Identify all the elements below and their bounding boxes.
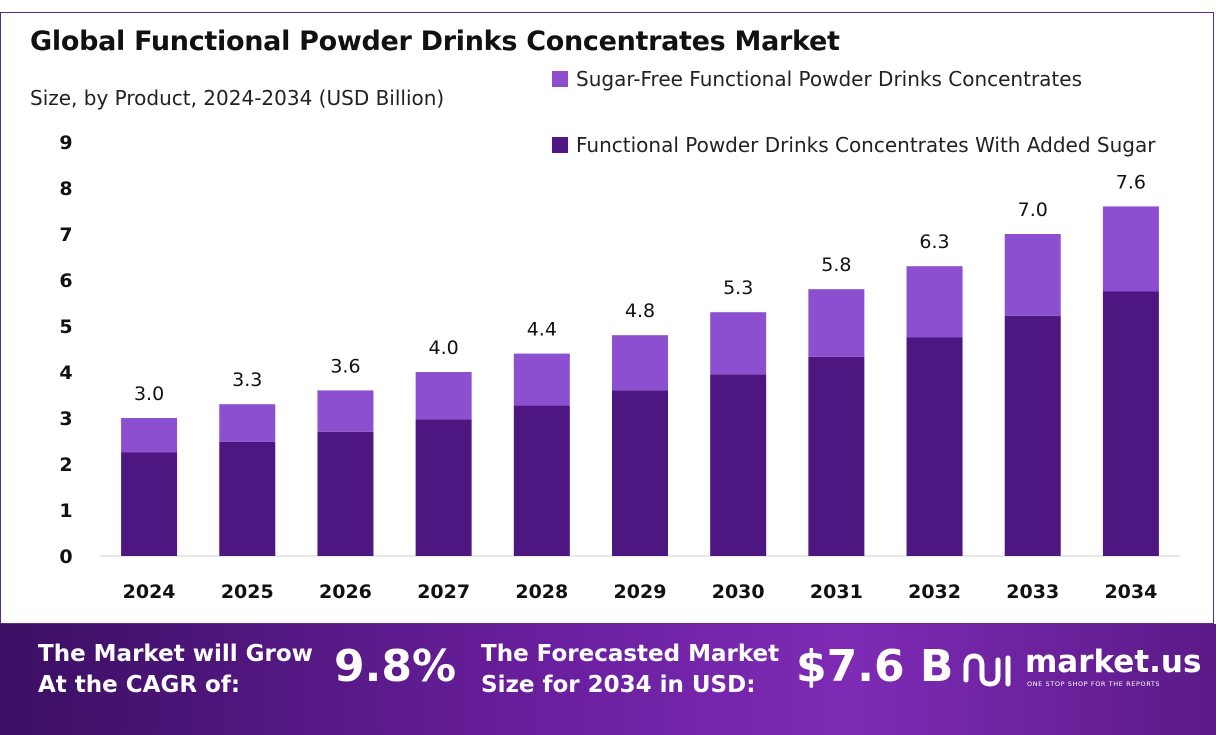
cagr-text-line2: At the CAGR of: [38,672,241,698]
bar-added-sugar [808,356,865,556]
x-axis: 2024 2025 2026 2027 2028 2029 2030 2031 2032 2033… [123,581,1158,603]
y-tick-label: 0 [59,546,72,568]
bar-total-label: 3.3 [232,369,262,391]
bar-total-label: 3.0 [134,383,164,405]
legend-swatch-sugar-free [552,71,568,87]
chart-title: Global Functional Powder Drinks Concentr… [30,26,840,57]
bar-sugar-free [415,372,472,420]
bar-chart: 0 1 2 3 4 5 6 7 8 9 3.0 3.3 3.6 4.0 4.4 4.8 5.3 5.8 6.3 7.… [59,132,1180,603]
legend-label-added-sugar: Functional Powder Drinks Concentrates Wi… [576,133,1156,157]
y-tick-label: 5 [59,316,72,338]
chart-subtitle: Size, by Product, 2024-2034 (USD Billion… [30,86,445,110]
bar-total-label: 7.6 [1116,171,1146,193]
forecast-value: $7.6 B [796,641,954,692]
forecast-text-line2: Size for 2034 in USD: [481,672,756,698]
brand-tagline: ONE STOP SHOP FOR THE REPORTS [1027,680,1161,688]
bar-total-label: 5.3 [723,277,753,299]
x-tick-label: 2029 [614,581,667,603]
y-tick-label: 3 [59,408,72,430]
bar-sugar-free [513,353,570,406]
bar-added-sugar [1102,291,1159,556]
bar-sugar-free [808,289,865,357]
legend-label-sugar-free: Sugar-Free Functional Powder Drinks Conc… [576,67,1082,91]
x-tick-label: 2027 [417,581,470,603]
bar-total-label: 6.3 [919,231,949,253]
bar-sugar-free [1004,234,1061,316]
bar-added-sugar [513,405,570,556]
brand-name: market.us [1025,644,1202,680]
bar-added-sugar [612,390,668,556]
x-tick-label: 2034 [1104,581,1157,603]
bar-added-sugar [219,441,276,556]
y-tick-label: 6 [59,270,72,292]
x-tick-label: 2026 [319,581,372,603]
bar-sugar-free [121,418,178,453]
bar-sugar-free [612,335,668,391]
bar-sugar-free [317,390,374,432]
cagr-text-line1: The Market will Grow [38,641,313,667]
legend-item-added-sugar: Functional Powder Drinks Concentrates Wi… [552,128,1192,162]
market-us-logo-icon [963,653,1011,687]
bar-sugar-free [1102,206,1159,292]
bar-added-sugar [415,419,472,556]
bar-total-label: 3.6 [330,355,360,377]
bar-total-label: 7.0 [1018,199,1048,221]
x-tick-label: 2031 [810,581,863,603]
bar-added-sugar [710,374,767,556]
y-axis: 0 1 2 3 4 5 6 7 8 9 [59,132,72,568]
x-tick-label: 2025 [221,581,274,603]
cagr-value: 9.8% [334,641,457,692]
x-tick-label: 2024 [123,581,176,603]
y-tick-label: 1 [59,500,72,522]
legend-swatch-added-sugar [552,137,568,153]
summary-banner [0,624,1216,735]
bar-added-sugar [317,431,374,556]
bar-added-sugar [121,452,178,556]
bar-sugar-free [219,404,276,442]
y-tick-label: 9 [59,132,72,154]
bar-added-sugar [906,337,963,556]
x-tick-label: 2033 [1006,581,1059,603]
chart-legend: Sugar-Free Functional Powder Drinks Conc… [552,62,1192,162]
legend-item-sugar-free: Sugar-Free Functional Powder Drinks Conc… [552,62,1192,96]
x-tick-label: 2030 [712,581,765,603]
bar-group: 3.0 3.3 3.6 4.0 4.4 4.8 5.3 5.8 6.3 7.0 7.6 [121,171,1159,556]
bar-total-label: 4.0 [429,337,459,359]
x-tick-label: 2028 [515,581,568,603]
bar-added-sugar [1004,315,1061,556]
bar-total-label: 5.8 [821,254,851,276]
y-tick-label: 8 [59,178,72,200]
y-tick-label: 4 [59,362,72,384]
y-tick-label: 7 [59,224,72,246]
bar-sugar-free [906,266,963,338]
y-tick-label: 2 [59,454,72,476]
bar-total-label: 4.4 [527,319,557,341]
bar-sugar-free [710,312,767,375]
bar-total-label: 4.8 [625,300,655,322]
x-tick-label: 2032 [908,581,961,603]
forecast-text-line1: The Forecasted Market [481,641,780,667]
